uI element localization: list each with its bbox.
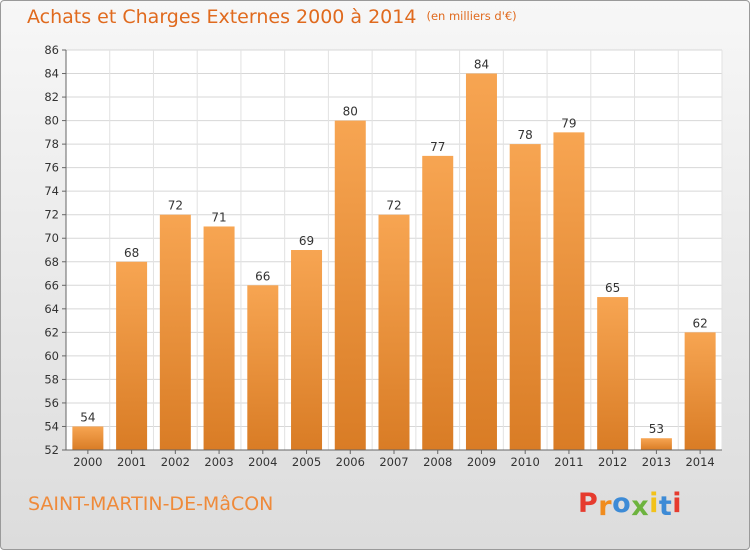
brand-letter: x	[631, 491, 650, 522]
data-label: 68	[124, 246, 139, 260]
x-tick-label: 2005	[292, 455, 321, 469]
y-tick-label: 58	[44, 372, 59, 386]
y-tick-label: 66	[44, 278, 59, 292]
bar	[465, 73, 497, 450]
y-tick-label: 60	[44, 349, 59, 363]
x-tick-label: 2004	[248, 455, 277, 469]
y-tick-label: 78	[44, 137, 59, 151]
data-label: 80	[343, 105, 358, 119]
bars	[72, 73, 716, 451]
y-tick-label: 54	[44, 419, 59, 433]
bar	[509, 144, 541, 450]
data-label: 77	[430, 140, 445, 154]
data-label: 65	[605, 281, 620, 295]
y-tick-label: 72	[44, 208, 59, 222]
chart-title-text: Achats et Charges Externes 2000 à 2014	[27, 6, 417, 28]
bar	[334, 120, 366, 451]
bar	[247, 285, 279, 450]
brand-letter: o	[612, 488, 632, 519]
data-label: 62	[692, 316, 707, 330]
x-tick-label: 2000	[73, 455, 102, 469]
y-tick-label: 68	[44, 255, 59, 269]
y-tick-label: 86	[44, 43, 59, 57]
y-tick-label: 82	[44, 90, 59, 104]
data-label: 84	[474, 58, 489, 72]
x-tick-label: 2006	[336, 455, 365, 469]
x-tick-label: 2001	[117, 455, 146, 469]
y-tick-label: 70	[44, 231, 59, 245]
x-tick-label: 2007	[379, 455, 408, 469]
brand-letter: t	[658, 491, 673, 522]
data-label: 69	[299, 234, 314, 248]
x-tick-label: 2014	[685, 455, 714, 469]
chart-unit: (en milliers d'€)	[426, 9, 517, 23]
bar	[116, 261, 148, 450]
place-name: SAINT-MARTIN-DE-MâCON	[28, 493, 274, 515]
y-tick-label: 52	[44, 443, 59, 457]
chart-title: Achats et Charges Externes 2000 à 2014 (e…	[27, 6, 517, 28]
data-label: 78	[518, 128, 533, 142]
brand-letter: r	[598, 491, 613, 522]
x-tick-label: 2003	[204, 455, 233, 469]
x-tick-label: 2011	[554, 455, 583, 469]
bar	[291, 250, 323, 450]
brand-letter: P	[578, 488, 599, 519]
y-tick-label: 64	[44, 302, 59, 316]
bar	[378, 214, 410, 450]
x-tick-label: 2010	[511, 455, 540, 469]
data-label: 53	[649, 422, 664, 436]
data-label: 54	[80, 410, 95, 424]
y-tick-label: 62	[44, 325, 59, 339]
bar	[72, 426, 104, 450]
data-label: 79	[561, 116, 576, 130]
x-tick-label: 2009	[467, 455, 496, 469]
y-tick-label: 80	[44, 114, 59, 128]
y-tick-label: 56	[44, 396, 59, 410]
data-labels: 54 68 72 71 66 69 80 72 77 84 78 79 65 53 62	[80, 58, 708, 437]
bar	[159, 214, 191, 450]
bar	[203, 226, 235, 450]
bar	[684, 332, 716, 450]
brand-letter: i	[649, 488, 659, 519]
y-tick-label: 74	[44, 184, 59, 198]
data-label: 72	[168, 199, 183, 213]
x-tick-label: 2002	[161, 455, 190, 469]
bar	[553, 132, 585, 450]
bar	[597, 297, 629, 450]
data-label: 72	[386, 199, 401, 213]
x-tick-label: 2012	[598, 455, 627, 469]
brand-letter: i	[672, 488, 683, 519]
x-tick-label: 2008	[423, 455, 452, 469]
data-label: 71	[211, 210, 226, 224]
bar	[422, 155, 454, 450]
y-tick-label: 84	[44, 67, 59, 81]
x-tick-label: 2013	[642, 455, 671, 469]
axes: 52 54 56 58 60 62 64 66 68 70 72 74 76 78 80 82 84 86 2000…	[44, 43, 722, 469]
y-tick-label: 76	[44, 161, 59, 175]
brand-logo: Proxiti	[578, 488, 683, 522]
bar	[640, 438, 672, 450]
data-label: 66	[255, 269, 270, 283]
